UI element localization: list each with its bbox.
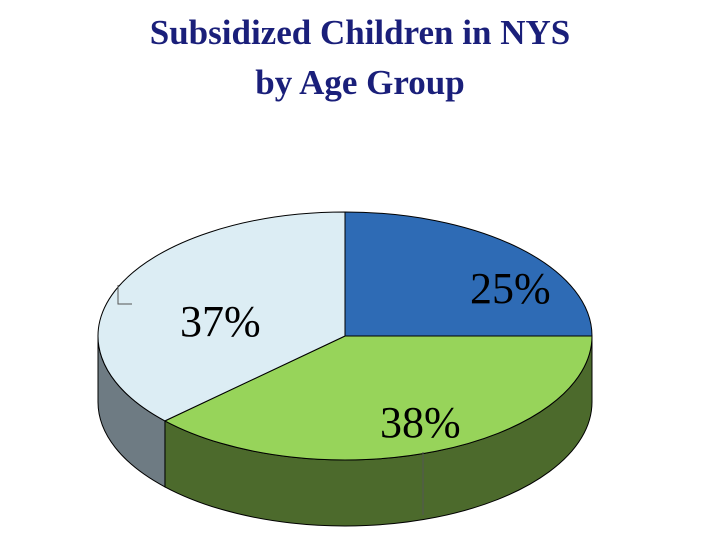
chart-title-line-2: by Age Group bbox=[255, 63, 465, 102]
pie-leader-lines bbox=[117, 285, 424, 515]
pie-slice-2 bbox=[163, 335, 593, 461]
pie-slice-1 bbox=[344, 211, 593, 337]
chart-title-line-1: Subsidized Children in NYS bbox=[149, 13, 571, 52]
pie-leader-line-3 bbox=[117, 285, 132, 305]
pie-label-1: 25% bbox=[470, 264, 551, 313]
pie-slices bbox=[97, 211, 593, 461]
pie-labels: 25% 38% 37% bbox=[180, 264, 551, 447]
pie-label-3: 37% bbox=[180, 297, 261, 346]
chart-title: Subsidized Children in NYS by Age Group bbox=[0, 8, 720, 108]
pie-label-2: 38% bbox=[380, 398, 461, 447]
